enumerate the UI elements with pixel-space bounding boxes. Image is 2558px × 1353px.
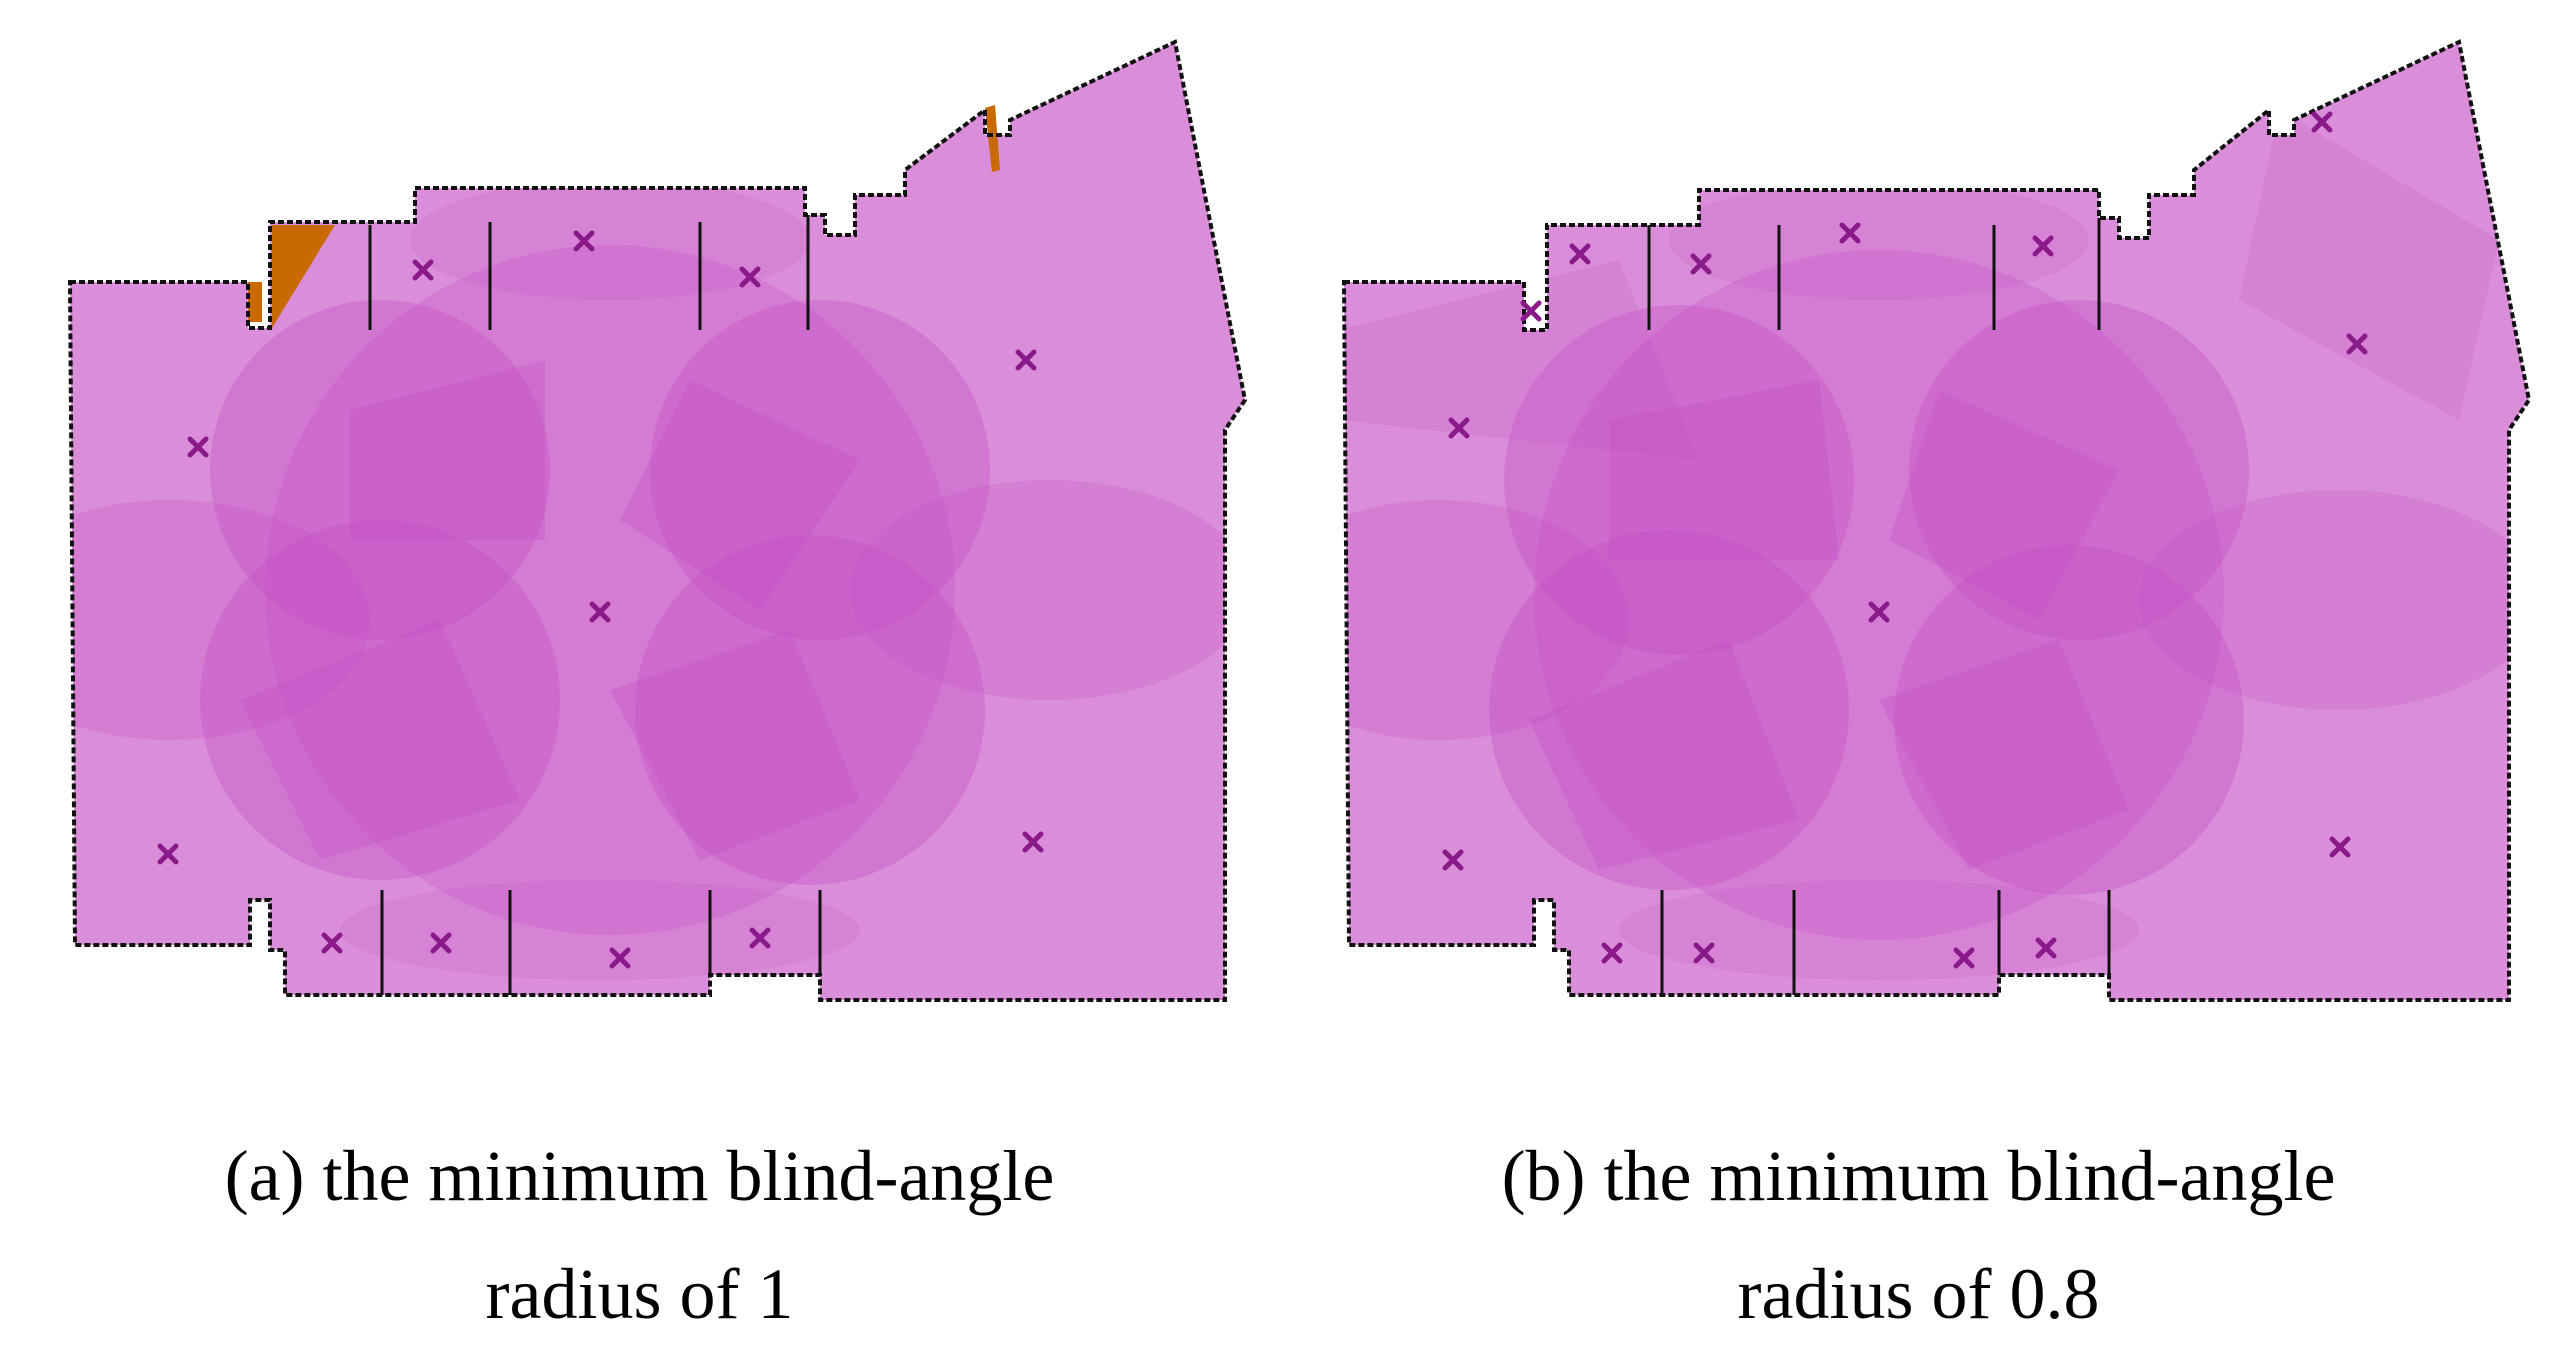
x-cross-icon [1868,601,1890,623]
overlap-region [1534,250,2224,940]
panel-a: (a) the minimum blind-angle radius of 1 [67,39,1248,1334]
overlap-region [200,520,560,880]
overlap-region [1529,640,1799,870]
overlap-regions [1344,110,2529,980]
overlap-region [350,360,545,540]
x-cross-icon [1448,417,1470,439]
camera-markers [1442,111,2368,969]
x-cross-icon [1601,942,1623,964]
overlap-region [1894,545,2244,895]
x-cross-icon [739,266,761,288]
x-cross-icon [1015,349,1037,371]
coverage-base [70,42,1245,1000]
x-cross-icon [1442,849,1464,871]
x-cross-icon [321,932,343,954]
x-cross-icon [609,947,631,969]
overlap-region [1909,300,2249,640]
x-cross-icon [2311,111,2333,133]
overlap-region [410,180,810,300]
overlap-region [850,480,1245,700]
blind-area [248,282,262,322]
x-cross-icon [1520,300,1542,322]
x-cross-icon [749,927,771,949]
overlap-region [70,500,370,740]
floorplan-b [1341,39,2532,1002]
overlap-region [1344,500,1629,740]
x-cross-icon [430,932,452,954]
caption-a-line1: (a) the minimum blind-angle [224,1136,1055,1216]
x-cross-icon [2346,333,2368,355]
overlap-region [650,300,990,640]
panel-b: (b) the minimum blind-angle radius of 0.… [1279,0,2558,1353]
coverage-base [1344,42,2529,1000]
blind-area [272,225,335,328]
outer-wall [1341,39,2532,1002]
interior-walls [368,215,822,995]
overlap-region [1609,380,1839,560]
overlap-regions [70,180,1245,980]
x-cross-icon [589,601,611,623]
overlap-region [1879,640,2129,870]
x-cross-icon [412,259,434,281]
overlap-region [1504,305,1854,655]
overlap-region [210,300,550,640]
x-cross-icon [2035,937,2057,959]
x-cross-icon [573,230,595,252]
overlap-region [635,535,985,885]
overlap-region [620,380,860,610]
overlap-region [1344,260,1699,460]
caption-b-line2: radius of 0.8 [1737,1254,2100,1334]
x-cross-icon [2032,235,2054,257]
overlap-region [1619,880,2139,980]
x-cross-icon [1953,947,1975,969]
overlap-region [240,620,520,860]
x-cross-icon [1569,243,1591,265]
blind-area [985,105,1000,172]
outer-wall [67,39,1248,1002]
overlap-region [265,245,955,935]
x-cross-icon [1693,942,1715,964]
overlap-region [2239,110,2499,420]
overlap-region [610,630,860,860]
x-cross-icon [1839,222,1861,244]
overlap-region [1889,390,2119,620]
overlap-region [1489,530,1849,890]
overlap-region [340,880,860,980]
overlap-region [1669,180,2089,300]
camera-markers [157,230,1044,969]
overlap-region [2139,490,2529,710]
caption-b-line1: (b) the minimum blind-angle [1501,1136,2336,1216]
x-cross-icon [157,843,179,865]
x-cross-icon [1690,253,1712,275]
x-cross-icon [187,436,209,458]
x-cross-icon [2329,836,2351,858]
x-cross-icon [1022,831,1044,853]
caption-a-line2: radius of 1 [485,1254,794,1334]
floorplan-a [67,39,1248,1002]
interior-walls [1647,218,2111,995]
